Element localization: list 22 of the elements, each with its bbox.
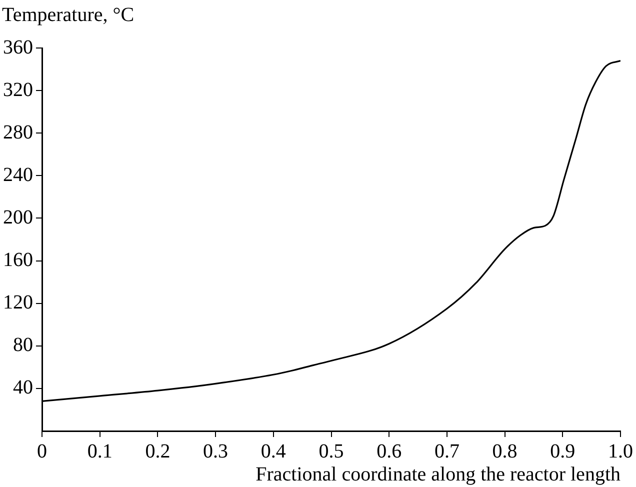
y-axis-title: Temperature, °C (2, 4, 134, 27)
x-tick-label: 0.6 (376, 440, 402, 462)
y-tick-label: 200 (3, 206, 33, 228)
x-axis-title: Fractional coordinate along the reactor length (256, 463, 620, 486)
y-tick-label: 120 (3, 292, 33, 314)
x-tick-label: 0 (37, 440, 47, 462)
y-tick-label: 240 (3, 164, 33, 186)
y-tick-label: 280 (3, 121, 33, 144)
x-tick-label: 0.1 (87, 440, 112, 462)
x-tick-label: 0.5 (318, 440, 344, 462)
x-tick-label: 0.3 (203, 440, 228, 462)
y-tick-label: 40 (13, 376, 33, 399)
y-tick-label: 360 (3, 36, 33, 58)
x-tick-label: 1.0 (608, 440, 633, 462)
x-tick-label: 0.2 (145, 440, 170, 462)
x-tick-label: 0.9 (550, 440, 576, 462)
x-tick-label: 0.8 (492, 440, 518, 462)
x-tick-label: 0.4 (260, 440, 286, 462)
y-tick-label: 80 (13, 334, 33, 356)
y-tick-label: 320 (3, 78, 33, 101)
x-tick-label: 0.7 (434, 440, 460, 462)
y-tick-label: 160 (3, 249, 33, 272)
